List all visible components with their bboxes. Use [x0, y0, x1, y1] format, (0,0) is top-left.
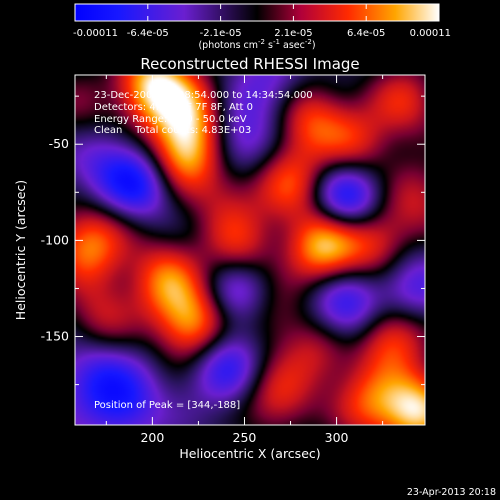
colorbar-gradient [75, 4, 439, 21]
peak-position-label: Position of Peak = [344,-188] [94, 400, 240, 411]
y-axis-label: Heliocentric Y (arcsec) [13, 180, 28, 320]
x-axis-label: Heliocentric X (arcsec) [179, 446, 320, 461]
colorbar-tick-label: -6.4e-05 [127, 28, 169, 39]
y-tick-labels: -50 -100 -150 [41, 136, 69, 343]
annotation-total-counts: Clean Total counts: 4.83E+03 [94, 125, 251, 136]
x-tick-label: 250 [233, 430, 257, 445]
annotation-block: 23-Dec-2002 14:28:54.000 to 14:34:54.000… [94, 90, 313, 136]
x-tick-label: 200 [140, 430, 164, 445]
colorbar-tick-label: 6.4e-05 [347, 28, 385, 39]
heatmap-image [75, 75, 425, 425]
axis-ticks [75, 75, 425, 425]
annotation-time-range: 23-Dec-2002 14:28:54.000 to 14:34:54.000 [94, 90, 313, 101]
colorbar-tick-label: 0.00011 [410, 28, 451, 39]
footer-date: 23-Apr-2013 20:18 [407, 487, 496, 498]
y-tick-label: -100 [41, 232, 69, 247]
colorbar: -0.00011 -6.4e-05 -2.1e-05 2.1e-05 6.4e-05 0.… [73, 3, 451, 51]
y-tick-label: -50 [49, 136, 69, 151]
chart-title: Reconstructed RHESSI Image [140, 55, 359, 73]
y-tick-label: -150 [41, 329, 69, 344]
plot-frame [74, 74, 426, 426]
colorbar-tick-labels: -0.00011 -6.4e-05 -2.1e-05 2.1e-05 6.4e-05 0.… [73, 28, 451, 39]
colorbar-tick-label: -2.1e-05 [200, 28, 242, 39]
annotation-detectors: Detectors: 4F 5F 6F 7F 8F, Att 0 [94, 102, 253, 113]
x-tick-labels: 200 250 300 [140, 430, 348, 445]
colorbar-tick-label: -0.00011 [73, 28, 118, 39]
annotation-energy-range: Energy Range: 25.0 - 50.0 keV [94, 114, 247, 125]
colorbar-frame [74, 3, 440, 22]
colorbar-ticks [74, 4, 440, 21]
colorbar-tick-label: 2.1e-05 [274, 28, 312, 39]
x-tick-label: 300 [325, 430, 349, 445]
colorbar-unit-label: (photons cm-2 s-1 asec-2) [198, 38, 315, 51]
